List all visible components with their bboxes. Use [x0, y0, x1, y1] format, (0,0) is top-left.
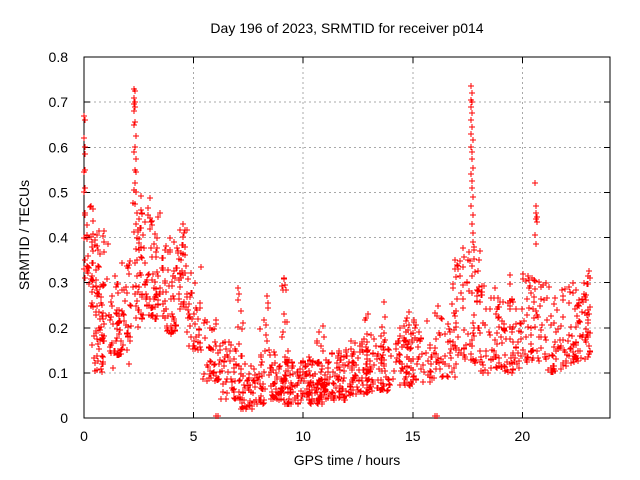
- y-tick-label: 0.5: [49, 184, 69, 200]
- y-tick-label: 0.4: [49, 230, 69, 246]
- x-tick-label: 0: [80, 428, 88, 444]
- y-tick-label: 0.6: [49, 139, 69, 155]
- x-tick-label: 5: [190, 428, 198, 444]
- y-tick-label: 0.8: [49, 49, 69, 65]
- x-axis-label: GPS time / hours: [293, 452, 401, 468]
- y-axis-label: SRMTID / TECUs: [16, 179, 32, 291]
- x-tick-label: 15: [405, 428, 421, 444]
- y-tick-label: 0.1: [49, 365, 69, 381]
- x-tick-label: 20: [515, 428, 531, 444]
- x-tick-label: 10: [295, 428, 311, 444]
- scatter-points: [81, 83, 593, 419]
- y-tick-label: 0.7: [49, 94, 69, 110]
- y-tick-label: 0.3: [49, 275, 69, 291]
- chart-title: Day 196 of 2023, SRMTID for receiver p01…: [210, 20, 484, 36]
- plot-frame: [83, 56, 611, 419]
- y-tick-label: 0: [60, 410, 68, 426]
- y-tick-label: 0.2: [49, 320, 69, 336]
